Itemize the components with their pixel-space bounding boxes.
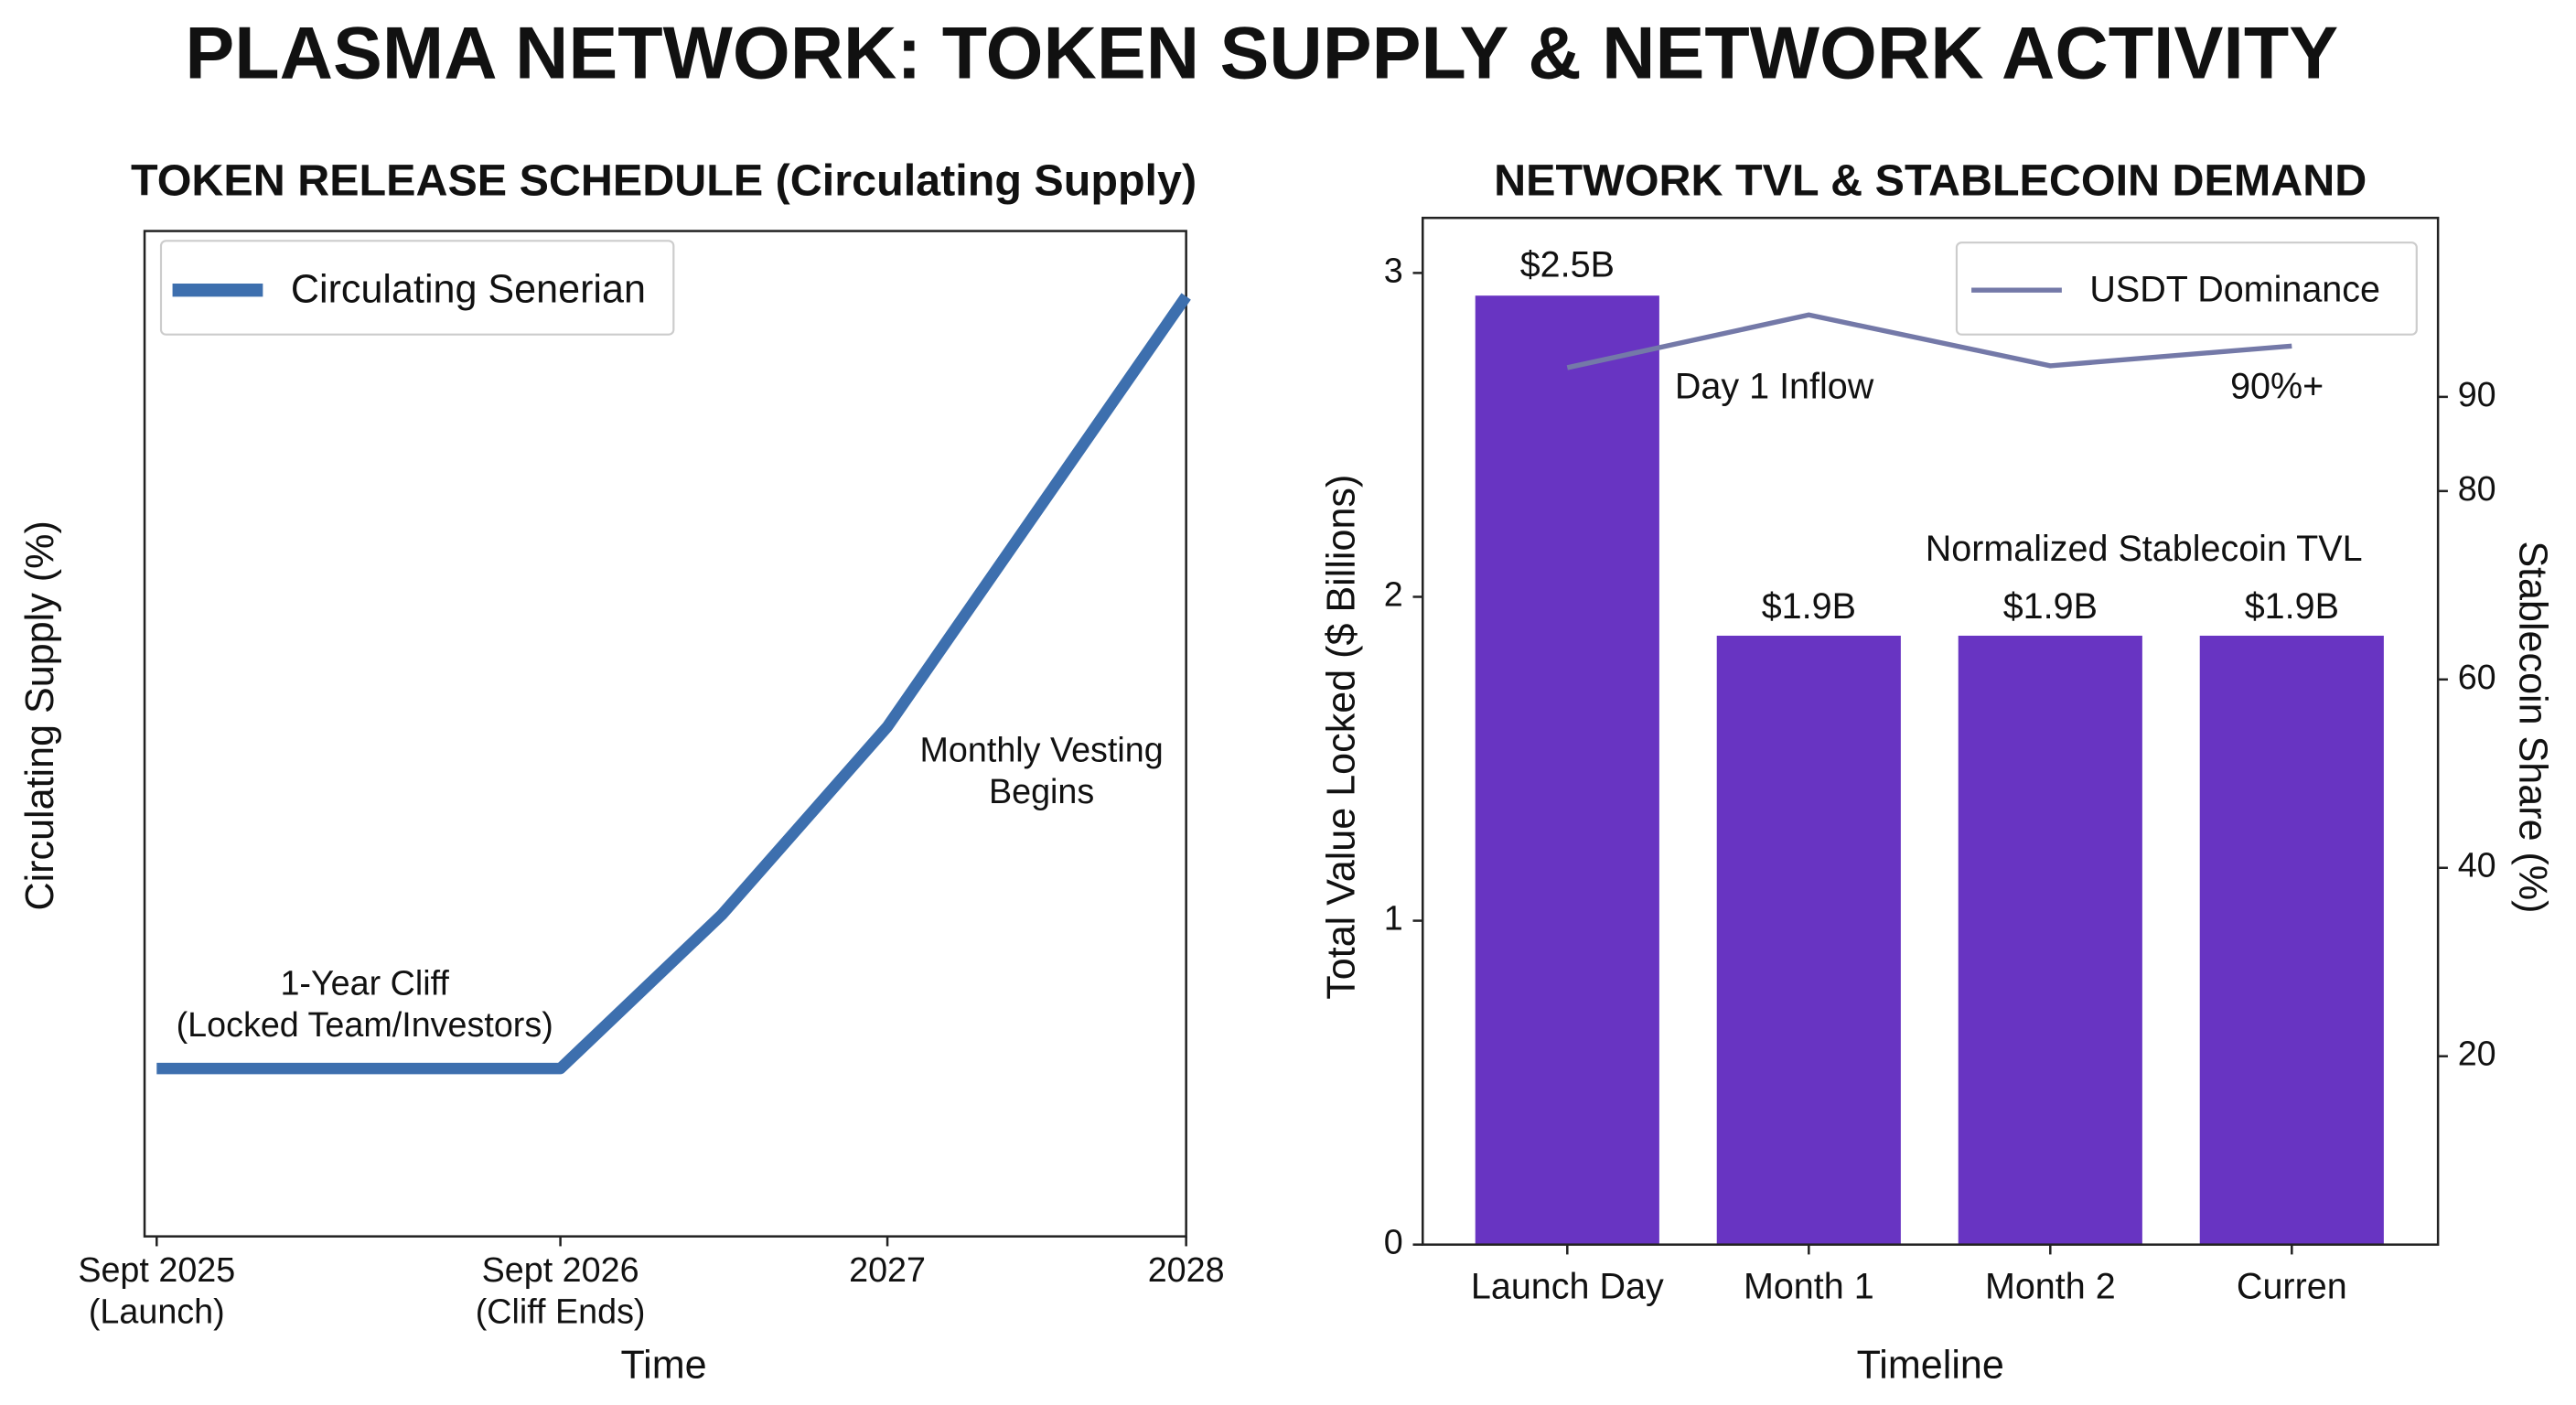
x-tick-label: 2028 [1148,1250,1225,1289]
y-axis-label: Total Value Locked ($ Billions) [1319,475,1363,1000]
legend-box [159,240,675,336]
y2-tick-label: 60 [2458,658,2496,696]
dominance-line [1566,312,2292,370]
y2-tick-label: 20 [2458,1035,2496,1073]
x-tick-label: Launch Day [1471,1267,1664,1307]
bar [1475,295,1659,1245]
y-tick-label: 2 [1384,574,1403,613]
annotation: $1.9B [2003,586,2098,627]
bar [1716,635,1901,1245]
y-tick-label: 1 [1384,899,1403,938]
plot-frame [143,230,1187,1238]
y-axis-label: Circulating Supply (%) [18,520,62,910]
y-tick-label: 0 [1384,1223,1403,1261]
x-axis-label: Timeline [1857,1344,2004,1388]
y2-tick-label: 40 [2458,846,2496,885]
x-tick-label: Month 2 [1985,1267,2116,1307]
chart-title: TOKEN RELEASE SCHEDULE (Circulating Supp… [131,156,1197,205]
plot-frame [1422,216,2440,1246]
chart-title: NETWORK TVL & STABLECOIN DEMAND [1494,156,2367,205]
legend-box [1955,241,2418,336]
legend-label: USDT Dominance [2089,269,2380,309]
annotation: 1-Year Cliff (Locked Team/Investors) [177,964,553,1044]
page-title: PLASMA NETWORK: TOKEN SUPPLY & NETWORK A… [185,12,2338,94]
x-tick-label: 2027 [849,1250,926,1289]
annotation: $1.9B [1762,586,1856,627]
series-label: Normalized Stablecoin TVL [1926,529,2363,569]
annotation: Monthly Vesting Begins [920,731,1164,810]
annotation: 90%+ [2230,366,2324,406]
annotation: Day 1 Inflow [1675,366,1874,406]
x-tick-label: Sept 2026 (Cliff Ends) [476,1250,646,1330]
supply-line [156,293,1191,1075]
x-axis-label: Time [620,1344,706,1388]
bar [2199,635,2384,1245]
y-tick-label: 3 [1384,251,1403,289]
y2-tick-label: 80 [2458,469,2496,508]
legend-label: Circulating Senerian [291,267,646,311]
y2-tick-label: 90 [2458,375,2496,413]
x-tick-label: Sept 2025 (Launch) [78,1250,235,1330]
annotation: $1.9B [2245,586,2339,627]
y2-axis-label: Stablecoin Share (%) [2510,541,2554,913]
annotation: $2.5B [1520,245,1615,285]
x-tick-label: Curren [2237,1267,2347,1307]
bar [1958,635,2142,1245]
x-tick-label: Month 1 [1744,1267,1874,1307]
